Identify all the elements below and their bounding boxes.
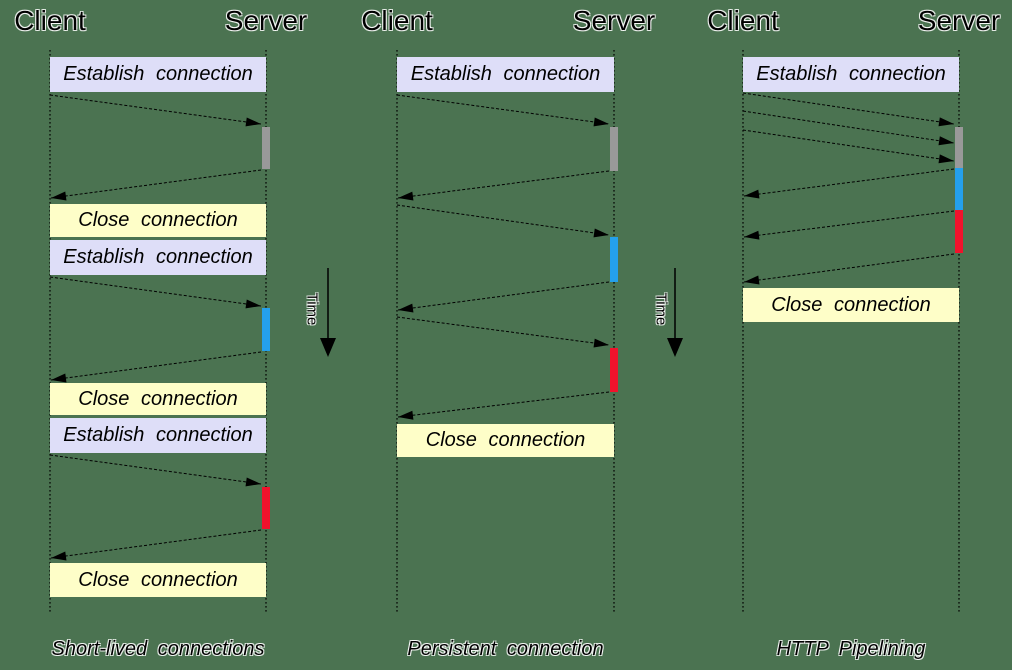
processing-bar-gray xyxy=(262,127,270,169)
server-label: Server xyxy=(572,5,656,36)
establish-connection-box: Establish connection xyxy=(50,240,266,275)
response-arrow xyxy=(50,169,262,199)
response-arrowhead xyxy=(398,410,414,420)
processing-bar-gray xyxy=(955,127,963,168)
processing-bar-gray xyxy=(610,127,618,171)
request-arrowhead xyxy=(245,117,261,127)
processing-bar-blue xyxy=(610,237,618,282)
request-arrow xyxy=(742,92,955,125)
response-arrow xyxy=(50,529,262,559)
request-arrow xyxy=(396,316,610,346)
establish-connection-box: Establish connection xyxy=(743,57,959,92)
processing-bar-blue xyxy=(955,168,963,210)
request-arrowhead xyxy=(593,117,609,127)
processing-bar-red xyxy=(262,487,270,529)
request-arrow xyxy=(742,110,955,144)
establish-connection-box: Establish connection xyxy=(50,418,266,453)
response-arrowhead xyxy=(51,373,67,383)
request-arrowhead xyxy=(938,154,954,164)
request-arrowhead xyxy=(593,338,609,348)
time-arrowhead xyxy=(667,338,683,357)
response-arrowhead xyxy=(51,551,67,561)
response-arrow xyxy=(50,351,262,381)
response-arrow xyxy=(397,391,610,418)
request-arrowhead xyxy=(938,136,954,146)
response-arrow xyxy=(743,253,955,283)
request-arrow xyxy=(396,204,610,236)
request-arrow xyxy=(49,276,262,307)
processing-bar-red xyxy=(955,210,963,253)
request-arrow xyxy=(49,454,262,485)
close-connection-box: Close connection xyxy=(743,288,959,322)
processing-bar-red xyxy=(610,348,618,392)
request-arrow xyxy=(396,94,610,125)
close-connection-box: Close connection xyxy=(50,204,266,237)
response-arrowhead xyxy=(744,189,760,199)
diagram-caption: Persistent connection xyxy=(407,638,604,660)
diagram-caption: Short-lived connections xyxy=(51,638,265,660)
response-arrowhead xyxy=(398,303,414,313)
server-label: Server xyxy=(917,5,1001,36)
response-arrow xyxy=(743,210,955,238)
response-arrowhead xyxy=(51,191,67,201)
response-arrow xyxy=(743,168,955,197)
close-connection-box: Close connection xyxy=(397,424,614,457)
response-arrow xyxy=(397,170,610,199)
response-arrowhead xyxy=(744,275,760,285)
response-arrowhead xyxy=(398,191,414,201)
response-arrow xyxy=(397,281,610,311)
client-label: Client xyxy=(361,5,433,36)
client-label: Client xyxy=(14,5,86,36)
server-label: Server xyxy=(224,5,308,36)
establish-connection-box: Establish connection xyxy=(50,57,266,92)
request-arrowhead xyxy=(938,117,954,127)
time-label: Time xyxy=(303,292,321,326)
time-label: Time xyxy=(652,292,670,326)
processing-bar-blue xyxy=(262,308,270,351)
close-connection-box: Close connection xyxy=(50,563,266,597)
client-label: Client xyxy=(707,5,779,36)
request-arrowhead xyxy=(245,477,261,487)
diagram-caption: HTTP Pipelining xyxy=(776,638,926,660)
close-connection-box: Close connection xyxy=(50,383,266,415)
request-arrow xyxy=(49,94,262,125)
response-arrowhead xyxy=(744,230,760,240)
request-arrow xyxy=(742,129,955,162)
establish-connection-box: Establish connection xyxy=(397,57,614,92)
request-arrowhead xyxy=(245,299,261,309)
time-arrowhead xyxy=(320,338,336,357)
request-arrowhead xyxy=(593,228,609,238)
